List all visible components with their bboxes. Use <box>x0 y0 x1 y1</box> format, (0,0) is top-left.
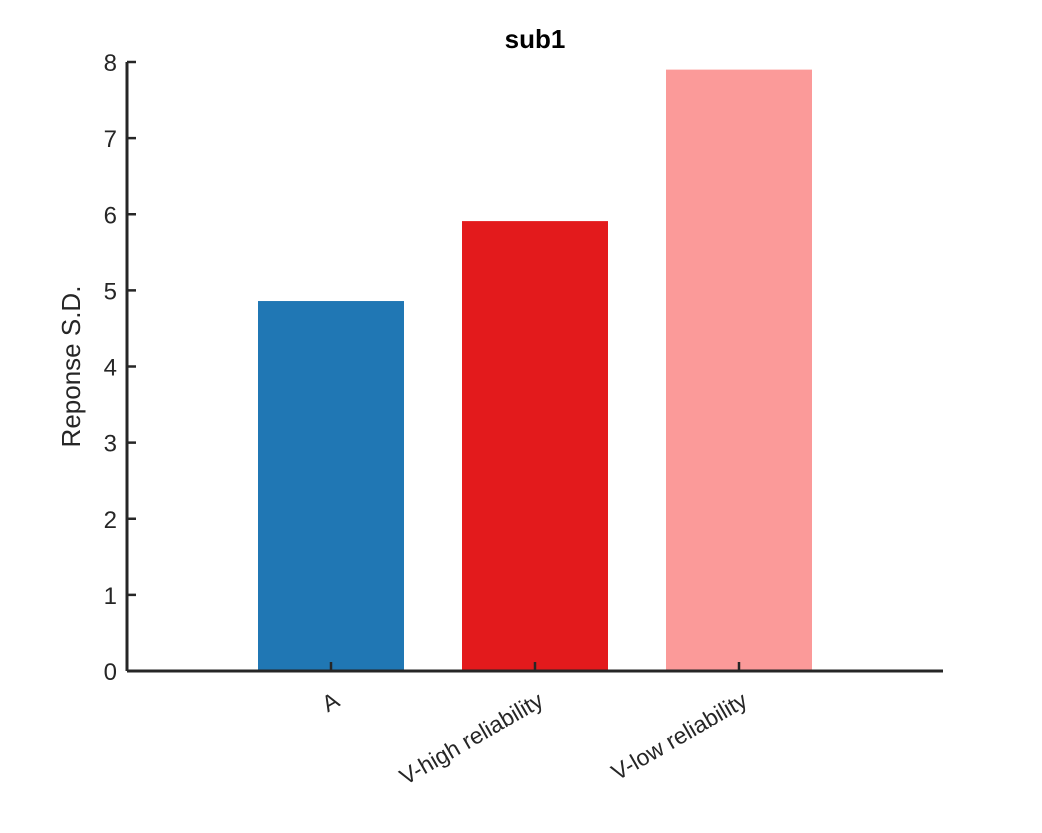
y-axis-label: Reponse S.D. <box>56 286 86 448</box>
y-tick-label: 6 <box>104 202 117 229</box>
y-tick-label: 7 <box>104 126 117 153</box>
bar-1 <box>258 301 404 671</box>
y-tick-label: 5 <box>104 278 117 305</box>
y-tick-label: 0 <box>104 659 117 686</box>
y-tick-label: 4 <box>104 355 117 382</box>
chart-title: sub1 <box>505 24 566 54</box>
bars-group <box>258 69 812 672</box>
y-tick-label: 1 <box>104 583 117 610</box>
y-tick-label: 8 <box>104 50 117 77</box>
y-tick-label: 2 <box>104 507 117 534</box>
x-tick-label: V-low reliability <box>607 687 752 786</box>
y-tick-label: 3 <box>104 431 117 458</box>
x-tick-label: V-high reliability <box>395 687 548 790</box>
x-tick-label: A <box>317 686 344 717</box>
bar-2 <box>462 221 608 671</box>
bar-3 <box>666 69 812 672</box>
